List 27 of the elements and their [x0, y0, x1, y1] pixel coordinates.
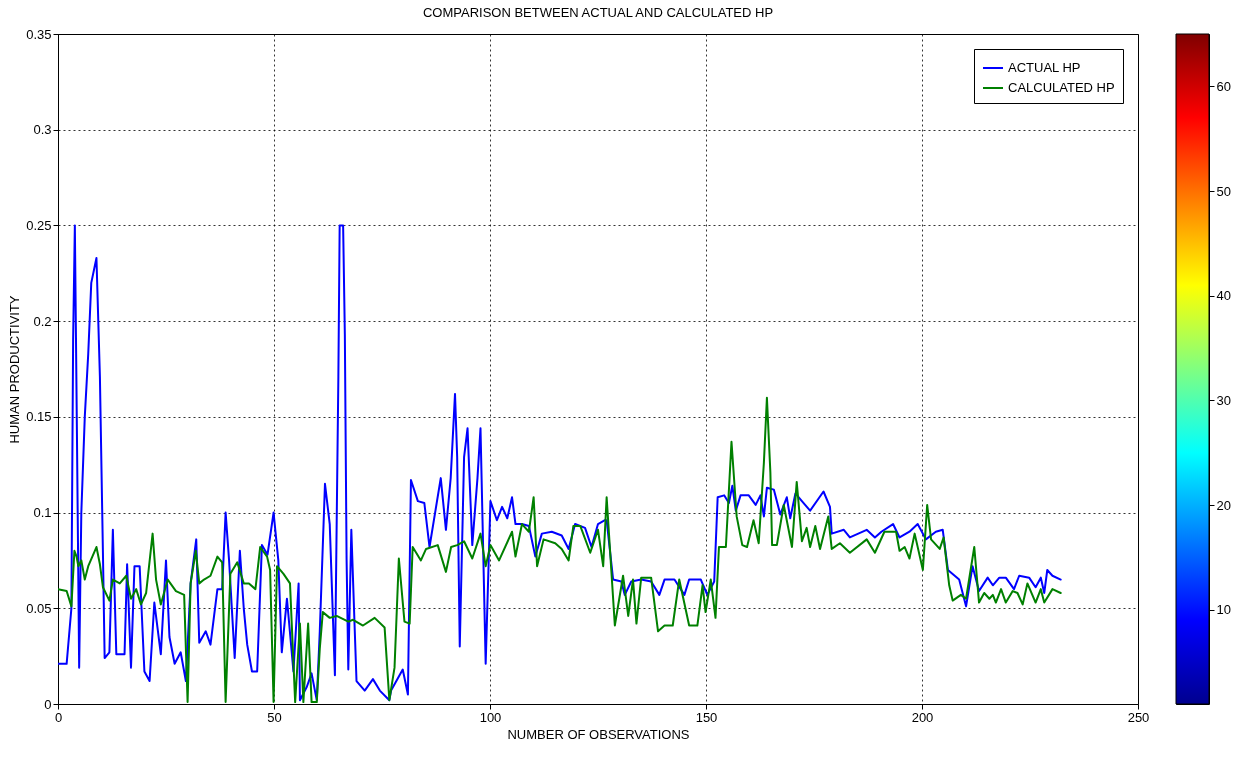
- line-series: [58, 396, 1062, 704]
- color-bar-label: 10: [1216, 602, 1231, 618]
- x-tick-label: 150: [695, 709, 718, 725]
- y-tick-label: 0.05: [26, 600, 52, 616]
- x-tick-label: 250: [1127, 709, 1150, 725]
- y-tick-label: 0.2: [33, 313, 52, 329]
- color-bar-label: 40: [1216, 288, 1231, 304]
- color-bar-label: 50: [1216, 183, 1231, 199]
- color-bar-label: 60: [1216, 78, 1231, 94]
- x-tick-label: 50: [267, 709, 282, 725]
- x-axis-title: NUMBER OF OBSERVATIONS: [507, 726, 690, 742]
- y-tick-label: 0.25: [26, 217, 52, 233]
- y-tick-label: 0.15: [26, 409, 52, 425]
- y-tick-label: 0.35: [26, 26, 52, 42]
- x-tick-label: 100: [479, 709, 502, 725]
- color-bar-label: 20: [1216, 497, 1231, 513]
- line-series: [58, 224, 1062, 702]
- x-tick-label: 200: [911, 709, 934, 725]
- x-tick-label: 0: [54, 709, 63, 725]
- y-tick-label: 0: [44, 696, 52, 712]
- y-axis-title: HUMAN PRODUCTIVITY: [7, 295, 23, 444]
- y-tick-label: 0.1: [33, 505, 52, 521]
- chart-title: COMPARISON BETWEEN ACTUAL AND CALCULATED HP: [422, 5, 774, 20]
- legend-label: ACTUAL HP: [1008, 60, 1081, 75]
- legend-label: CALCULATED HP: [1008, 80, 1115, 95]
- color-bar-label: 30: [1216, 392, 1231, 408]
- y-tick-label: 0.3: [33, 122, 52, 138]
